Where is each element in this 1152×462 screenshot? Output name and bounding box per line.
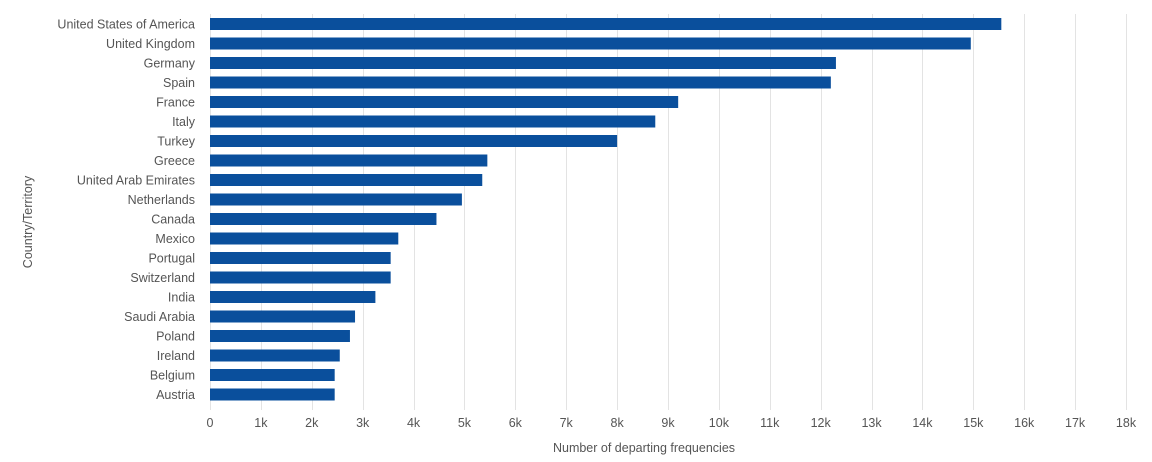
bar[interactable] <box>210 18 1002 30</box>
x-tick-label: 8k <box>611 416 625 430</box>
bar[interactable] <box>210 76 831 89</box>
category-label: Switzerland <box>130 271 195 285</box>
category-label: Netherlands <box>128 193 195 207</box>
x-tick-label: 4k <box>407 416 421 430</box>
category-label: Spain <box>163 76 195 90</box>
bars <box>210 18 1002 401</box>
category-label: Mexico <box>155 232 195 246</box>
bar[interactable] <box>210 349 340 362</box>
category-label: India <box>168 291 195 305</box>
bar[interactable] <box>210 115 656 128</box>
bar[interactable] <box>210 135 618 147</box>
category-label: France <box>156 96 195 110</box>
category-label: Austria <box>156 388 195 402</box>
bar[interactable] <box>210 96 679 108</box>
x-tick-label: 14k <box>912 416 933 430</box>
category-label: Germany <box>144 57 196 71</box>
category-labels: United States of America United Kingdom Ge… <box>57 18 195 403</box>
x-tick-label: 0 <box>207 416 214 430</box>
bar[interactable] <box>210 291 376 303</box>
bar[interactable] <box>210 213 437 225</box>
x-tick-label: 5k <box>458 416 472 430</box>
category-label: Poland <box>156 330 195 344</box>
bar[interactable] <box>210 174 483 186</box>
bar[interactable] <box>210 57 836 69</box>
x-tick-label: 2k <box>305 416 319 430</box>
category-label: Italy <box>172 115 196 129</box>
category-label: Greece <box>154 154 195 168</box>
category-label: United States of America <box>57 18 195 32</box>
x-tick-label: 3k <box>356 416 370 430</box>
x-tick-label: 1k <box>254 416 268 430</box>
category-label: Turkey <box>157 135 195 149</box>
x-tick-label: 15k <box>963 416 984 430</box>
x-tick-label: 11k <box>760 416 780 430</box>
x-tick-label: 9k <box>661 416 675 430</box>
x-tick-label: 13k <box>861 416 882 430</box>
category-label: Belgium <box>150 369 195 383</box>
bar[interactable] <box>210 252 391 264</box>
category-label: Saudi Arabia <box>124 310 195 324</box>
gridlines <box>210 14 1127 410</box>
category-label: Ireland <box>157 349 195 363</box>
x-tick-labels: 0 1k 2k 3k 4k 5k 6k 7k 8k 9k 10k 11k 12k 13k 14k 15k 16k… <box>207 416 1137 430</box>
x-tick-label: 6k <box>509 416 523 430</box>
x-tick-label: 17k <box>1065 416 1086 430</box>
x-tick-label: 10k <box>709 416 730 430</box>
bar[interactable] <box>210 193 462 206</box>
bar[interactable] <box>210 232 399 245</box>
x-tick-label: 7k <box>560 416 574 430</box>
x-axis-title: Number of departing frequencies <box>553 441 735 455</box>
bar[interactable] <box>210 271 391 284</box>
bar[interactable] <box>210 388 335 401</box>
bar[interactable] <box>210 369 335 381</box>
bar[interactable] <box>210 37 971 50</box>
x-tick-label: 18k <box>1116 416 1137 430</box>
bar[interactable] <box>210 154 488 167</box>
y-axis-title: Country/Territory <box>21 175 35 268</box>
category-label: Portugal <box>148 252 195 266</box>
category-label: United Kingdom <box>106 37 195 51</box>
category-label: Canada <box>151 213 195 227</box>
bar[interactable] <box>210 310 356 323</box>
category-label: United Arab Emirates <box>77 174 195 188</box>
x-tick-label: 16k <box>1014 416 1035 430</box>
x-tick-label: 12k <box>811 416 832 430</box>
bar[interactable] <box>210 330 350 342</box>
